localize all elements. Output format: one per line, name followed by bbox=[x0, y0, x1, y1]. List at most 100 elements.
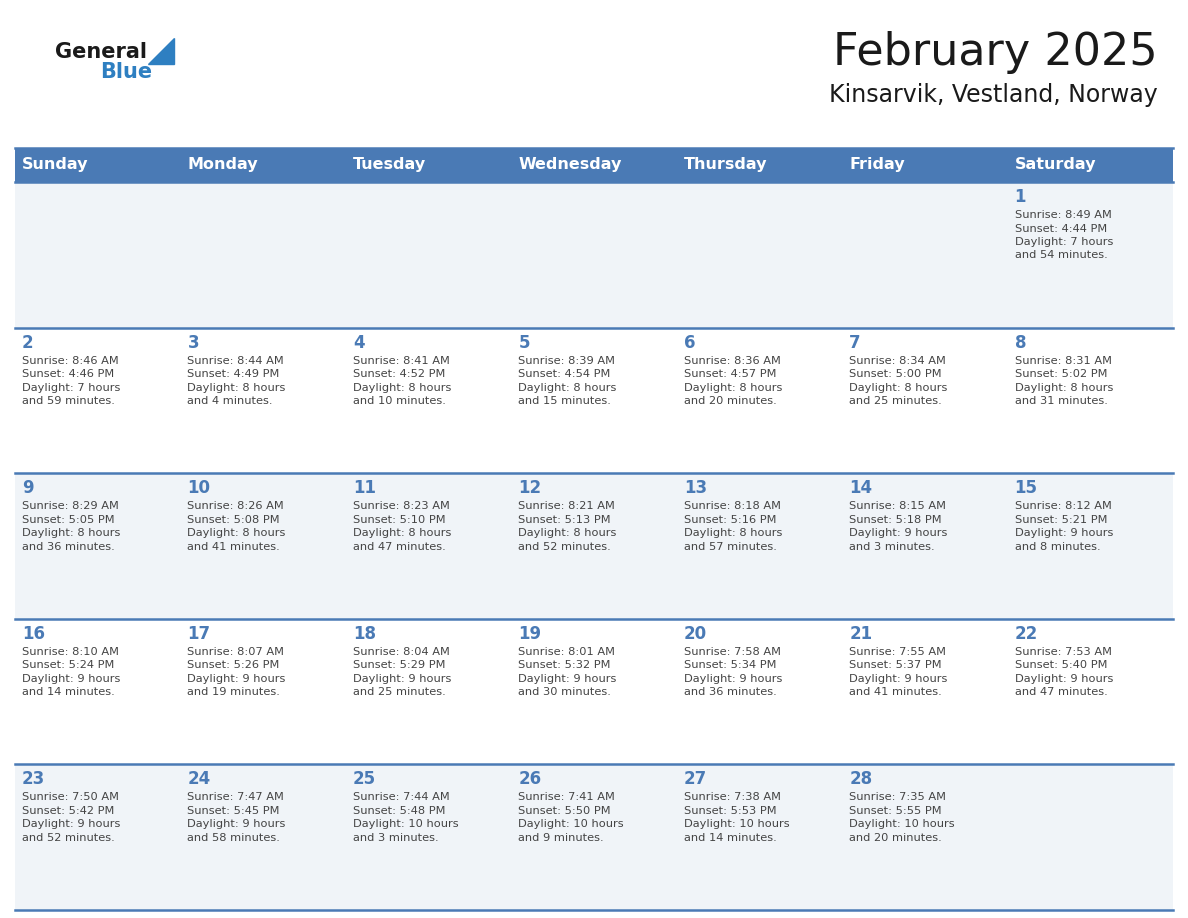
Text: Daylight: 9 hours: Daylight: 9 hours bbox=[188, 820, 286, 829]
Text: Daylight: 10 hours: Daylight: 10 hours bbox=[684, 820, 789, 829]
Text: Sunset: 5:26 PM: Sunset: 5:26 PM bbox=[188, 660, 280, 670]
Text: Sunset: 5:53 PM: Sunset: 5:53 PM bbox=[684, 806, 776, 816]
Text: Sunset: 4:54 PM: Sunset: 4:54 PM bbox=[518, 369, 611, 379]
Text: Daylight: 8 hours: Daylight: 8 hours bbox=[684, 528, 782, 538]
Text: Sunrise: 8:49 AM: Sunrise: 8:49 AM bbox=[1015, 210, 1112, 220]
Text: Sunset: 5:00 PM: Sunset: 5:00 PM bbox=[849, 369, 942, 379]
Text: Sunset: 4:46 PM: Sunset: 4:46 PM bbox=[23, 369, 114, 379]
Text: Daylight: 9 hours: Daylight: 9 hours bbox=[849, 674, 948, 684]
Text: Daylight: 8 hours: Daylight: 8 hours bbox=[849, 383, 948, 393]
Text: Daylight: 7 hours: Daylight: 7 hours bbox=[23, 383, 120, 393]
Text: Sunset: 5:48 PM: Sunset: 5:48 PM bbox=[353, 806, 446, 816]
Text: and 36 minutes.: and 36 minutes. bbox=[23, 542, 115, 552]
Text: Daylight: 8 hours: Daylight: 8 hours bbox=[353, 528, 451, 538]
Text: Daylight: 9 hours: Daylight: 9 hours bbox=[353, 674, 451, 684]
Text: Sunrise: 8:36 AM: Sunrise: 8:36 AM bbox=[684, 355, 781, 365]
Text: Sunset: 4:49 PM: Sunset: 4:49 PM bbox=[188, 369, 280, 379]
Text: Sunrise: 8:31 AM: Sunrise: 8:31 AM bbox=[1015, 355, 1112, 365]
Text: Daylight: 9 hours: Daylight: 9 hours bbox=[188, 674, 286, 684]
Text: and 25 minutes.: and 25 minutes. bbox=[353, 688, 446, 698]
Text: 12: 12 bbox=[518, 479, 542, 498]
Text: Sunrise: 7:38 AM: Sunrise: 7:38 AM bbox=[684, 792, 781, 802]
Text: Daylight: 8 hours: Daylight: 8 hours bbox=[518, 528, 617, 538]
Bar bbox=[15, 328, 1173, 473]
Text: Sunset: 5:05 PM: Sunset: 5:05 PM bbox=[23, 515, 114, 525]
Text: and 14 minutes.: and 14 minutes. bbox=[23, 688, 115, 698]
Text: and 31 minutes.: and 31 minutes. bbox=[1015, 396, 1107, 406]
Text: and 58 minutes.: and 58 minutes. bbox=[188, 833, 280, 843]
Text: Sunset: 5:13 PM: Sunset: 5:13 PM bbox=[518, 515, 611, 525]
Text: Sunrise: 8:34 AM: Sunrise: 8:34 AM bbox=[849, 355, 946, 365]
Text: and 3 minutes.: and 3 minutes. bbox=[353, 833, 438, 843]
Text: and 14 minutes.: and 14 minutes. bbox=[684, 833, 777, 843]
Text: and 30 minutes.: and 30 minutes. bbox=[518, 688, 611, 698]
Bar bbox=[15, 182, 1173, 328]
Text: Sunset: 4:57 PM: Sunset: 4:57 PM bbox=[684, 369, 776, 379]
Text: Sunrise: 7:50 AM: Sunrise: 7:50 AM bbox=[23, 792, 119, 802]
Text: Sunrise: 7:53 AM: Sunrise: 7:53 AM bbox=[1015, 647, 1112, 656]
Text: Daylight: 9 hours: Daylight: 9 hours bbox=[23, 820, 120, 829]
Text: Sunset: 5:29 PM: Sunset: 5:29 PM bbox=[353, 660, 446, 670]
Text: 14: 14 bbox=[849, 479, 872, 498]
Text: 2: 2 bbox=[23, 333, 33, 352]
Text: Sunset: 5:24 PM: Sunset: 5:24 PM bbox=[23, 660, 114, 670]
Text: Sunrise: 8:39 AM: Sunrise: 8:39 AM bbox=[518, 355, 615, 365]
Text: Daylight: 9 hours: Daylight: 9 hours bbox=[1015, 674, 1113, 684]
Text: 27: 27 bbox=[684, 770, 707, 789]
Text: Sunrise: 8:21 AM: Sunrise: 8:21 AM bbox=[518, 501, 615, 511]
Text: 22: 22 bbox=[1015, 625, 1038, 643]
Text: Wednesday: Wednesday bbox=[518, 158, 621, 173]
Text: and 4 minutes.: and 4 minutes. bbox=[188, 396, 273, 406]
Text: Sunset: 5:37 PM: Sunset: 5:37 PM bbox=[849, 660, 942, 670]
Text: Kinsarvik, Vestland, Norway: Kinsarvik, Vestland, Norway bbox=[829, 83, 1158, 107]
Text: Daylight: 8 hours: Daylight: 8 hours bbox=[188, 383, 286, 393]
Text: and 36 minutes.: and 36 minutes. bbox=[684, 688, 777, 698]
Text: and 47 minutes.: and 47 minutes. bbox=[353, 542, 446, 552]
Text: and 19 minutes.: and 19 minutes. bbox=[188, 688, 280, 698]
Text: 23: 23 bbox=[23, 770, 45, 789]
Text: Sunset: 5:42 PM: Sunset: 5:42 PM bbox=[23, 806, 114, 816]
Text: 13: 13 bbox=[684, 479, 707, 498]
Text: 11: 11 bbox=[353, 479, 375, 498]
Text: and 57 minutes.: and 57 minutes. bbox=[684, 542, 777, 552]
Text: Sunrise: 8:46 AM: Sunrise: 8:46 AM bbox=[23, 355, 119, 365]
Text: and 9 minutes.: and 9 minutes. bbox=[518, 833, 604, 843]
Text: 24: 24 bbox=[188, 770, 210, 789]
Text: and 20 minutes.: and 20 minutes. bbox=[849, 833, 942, 843]
Text: General: General bbox=[55, 42, 147, 62]
Bar bbox=[15, 473, 1173, 619]
Text: Sunrise: 7:41 AM: Sunrise: 7:41 AM bbox=[518, 792, 615, 802]
Text: Sunrise: 8:10 AM: Sunrise: 8:10 AM bbox=[23, 647, 119, 656]
Text: 4: 4 bbox=[353, 333, 365, 352]
Text: Saturday: Saturday bbox=[1015, 158, 1097, 173]
Text: Sunrise: 7:35 AM: Sunrise: 7:35 AM bbox=[849, 792, 946, 802]
Text: Sunrise: 8:29 AM: Sunrise: 8:29 AM bbox=[23, 501, 119, 511]
Text: Sunrise: 8:41 AM: Sunrise: 8:41 AM bbox=[353, 355, 450, 365]
Text: February 2025: February 2025 bbox=[833, 30, 1158, 73]
Text: Sunset: 5:45 PM: Sunset: 5:45 PM bbox=[188, 806, 280, 816]
Text: Daylight: 9 hours: Daylight: 9 hours bbox=[23, 674, 120, 684]
Text: 21: 21 bbox=[849, 625, 872, 643]
Text: Sunset: 5:40 PM: Sunset: 5:40 PM bbox=[1015, 660, 1107, 670]
Text: 5: 5 bbox=[518, 333, 530, 352]
Text: Sunrise: 8:04 AM: Sunrise: 8:04 AM bbox=[353, 647, 450, 656]
Text: and 15 minutes.: and 15 minutes. bbox=[518, 396, 611, 406]
Text: 26: 26 bbox=[518, 770, 542, 789]
Text: and 20 minutes.: and 20 minutes. bbox=[684, 396, 777, 406]
Text: Sunrise: 8:44 AM: Sunrise: 8:44 AM bbox=[188, 355, 284, 365]
Text: 17: 17 bbox=[188, 625, 210, 643]
Text: Daylight: 8 hours: Daylight: 8 hours bbox=[188, 528, 286, 538]
Text: and 41 minutes.: and 41 minutes. bbox=[188, 542, 280, 552]
Bar bbox=[15, 148, 1173, 182]
Text: Daylight: 7 hours: Daylight: 7 hours bbox=[1015, 237, 1113, 247]
Text: and 8 minutes.: and 8 minutes. bbox=[1015, 542, 1100, 552]
Text: 18: 18 bbox=[353, 625, 375, 643]
Text: Daylight: 9 hours: Daylight: 9 hours bbox=[849, 528, 948, 538]
Text: Sunset: 5:32 PM: Sunset: 5:32 PM bbox=[518, 660, 611, 670]
Text: and 10 minutes.: and 10 minutes. bbox=[353, 396, 446, 406]
Text: Sunrise: 7:47 AM: Sunrise: 7:47 AM bbox=[188, 792, 284, 802]
Text: Sunset: 5:34 PM: Sunset: 5:34 PM bbox=[684, 660, 776, 670]
Text: Blue: Blue bbox=[100, 62, 152, 82]
Text: 28: 28 bbox=[849, 770, 872, 789]
Text: and 47 minutes.: and 47 minutes. bbox=[1015, 688, 1107, 698]
